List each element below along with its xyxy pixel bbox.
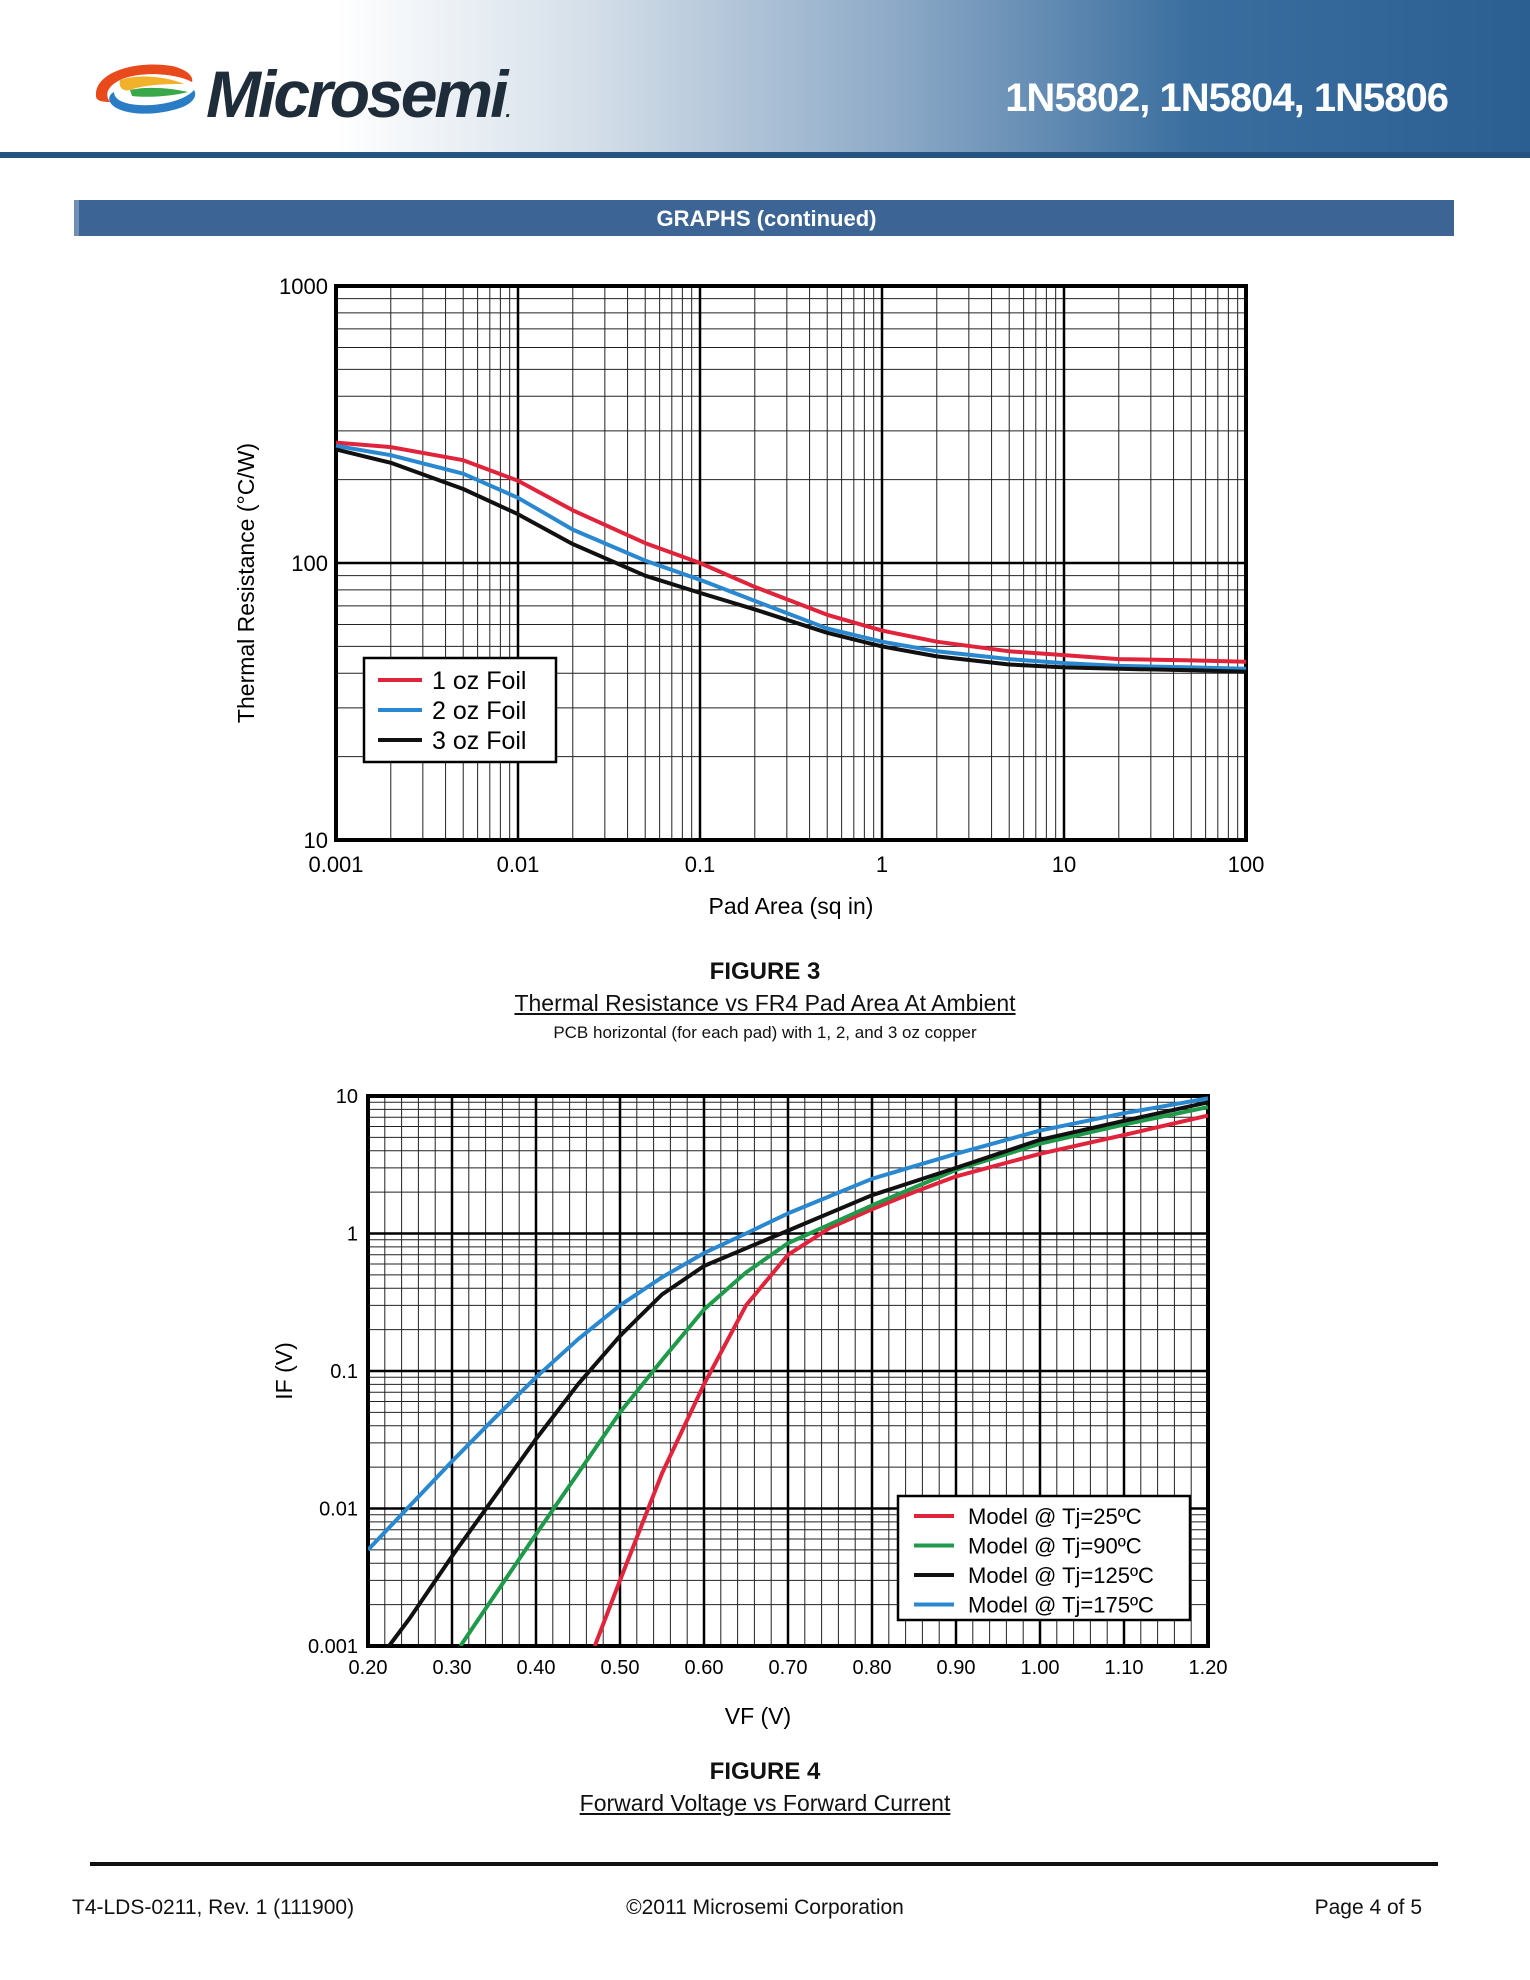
x-tick-label: 0.01: [497, 852, 540, 877]
x-tick-label: 100: [1228, 852, 1265, 877]
x-tick-label: 0.40: [517, 1657, 556, 1679]
legend-label: Model @ Tj=90ºC: [968, 1534, 1142, 1559]
x-tick-label: 1.00: [1021, 1657, 1060, 1679]
x-tick-label: 1: [876, 852, 888, 877]
y-tick-label: 1: [347, 1224, 358, 1246]
plot-frame: [334, 284, 1248, 842]
figure4-number: FIGURE 4: [709, 1758, 821, 1785]
x-axis-label: VF (V): [725, 1703, 791, 1729]
legend-label: 3 oz Foil: [432, 727, 526, 755]
page-header: Microsemi. 1N5802, 1N5804, 1N5806: [0, 0, 1530, 152]
figure3-number: FIGURE 3: [709, 958, 821, 985]
section-bar: GRAPHS (continued): [74, 200, 1454, 236]
x-axis-label: Pad Area (sq in): [709, 893, 874, 919]
x-tick-label: 0.1: [685, 852, 716, 877]
legend-label: Model @ Tj=175ºC: [968, 1593, 1154, 1618]
footer-copyright: ©2011 Microsemi Corporation: [626, 1896, 904, 1919]
x-tick-label: 0.90: [937, 1657, 976, 1679]
y-axis-label: IF (V): [271, 1342, 297, 1400]
series-line: [387, 1100, 1208, 1646]
legend-label: 2 oz Foil: [432, 697, 526, 725]
microsemi-swirl-icon: [95, 64, 196, 114]
legend-label: Model @ Tj=125ºC: [968, 1563, 1154, 1588]
series-line: [458, 1105, 1208, 1646]
x-tick-label: 0.50: [601, 1657, 640, 1679]
y-tick-label: 10: [304, 828, 328, 853]
x-tick-label: 0.80: [853, 1657, 892, 1679]
footer-page-number: Page 4 of 5: [1314, 1896, 1422, 1919]
x-tick-label: 0.30: [433, 1657, 472, 1679]
y-tick-label: 1000: [279, 274, 328, 299]
x-tick-label: 0.001: [308, 852, 363, 877]
figure4-chart: 0.20 0.30 0.40 0.50 0.60 0.70 0.80 0.90 1.00 1.10…: [271, 1086, 1228, 1729]
footer-doc-id: T4-LDS-0211, Rev. 1 (111900): [72, 1896, 355, 1919]
x-tick-label: 1.20: [1189, 1657, 1228, 1679]
y-tick-label: 0.01: [319, 1499, 358, 1521]
x-tick-label: 0.20: [349, 1657, 388, 1679]
y-axis-label: Thermal Resistance (°C/W): [233, 443, 259, 723]
y-tick-label: 10: [336, 1086, 358, 1108]
series-line: [368, 1096, 1208, 1552]
figure4-title: Forward Voltage vs Forward Current: [579, 1790, 951, 1816]
brand-wordmark: Microsemi.: [206, 57, 511, 131]
x-tick-label: 1.10: [1105, 1657, 1144, 1679]
y-tick-label: 0.001: [308, 1636, 358, 1658]
figure3-chart: 0.001 0.01 0.1 1 10 100 10 100 1000 Pad Area (sq …: [233, 274, 1265, 919]
footer-rule: [90, 1862, 1438, 1866]
y-tick-label: 0.1: [330, 1361, 358, 1383]
header-rule: [0, 152, 1530, 158]
figure3-caption: FIGURE 3 Thermal Resistance vs FR4 Pad A…: [0, 958, 1530, 1043]
legend-label: Model @ Tj=25ºC: [968, 1504, 1142, 1529]
x-tick-label: 10: [1052, 852, 1076, 877]
figure3-subtitle: PCB horizontal (for each pad) with 1, 2,…: [553, 1023, 977, 1042]
series-line: [335, 443, 1247, 671]
x-tick-label: 0.60: [685, 1657, 724, 1679]
part-numbers-title: 1N5802, 1N5804, 1N5806: [1005, 76, 1449, 120]
legend-label: 1 oz Foil: [432, 667, 526, 695]
series-line: [592, 1113, 1208, 1646]
plot-frame: [366, 1094, 1210, 1648]
x-tick-label: 0.70: [769, 1657, 808, 1679]
series-line: [335, 447, 1247, 674]
figure4-caption: FIGURE 4 Forward Voltage vs Forward Curr…: [0, 1758, 1530, 1817]
figure3-title: Thermal Resistance vs FR4 Pad Area At Am…: [514, 990, 1016, 1016]
microsemi-logo: Microsemi.: [86, 52, 526, 132]
y-tick-label: 100: [291, 551, 328, 576]
series-line: [335, 440, 1247, 664]
section-title: GRAPHS (continued): [656, 206, 877, 231]
